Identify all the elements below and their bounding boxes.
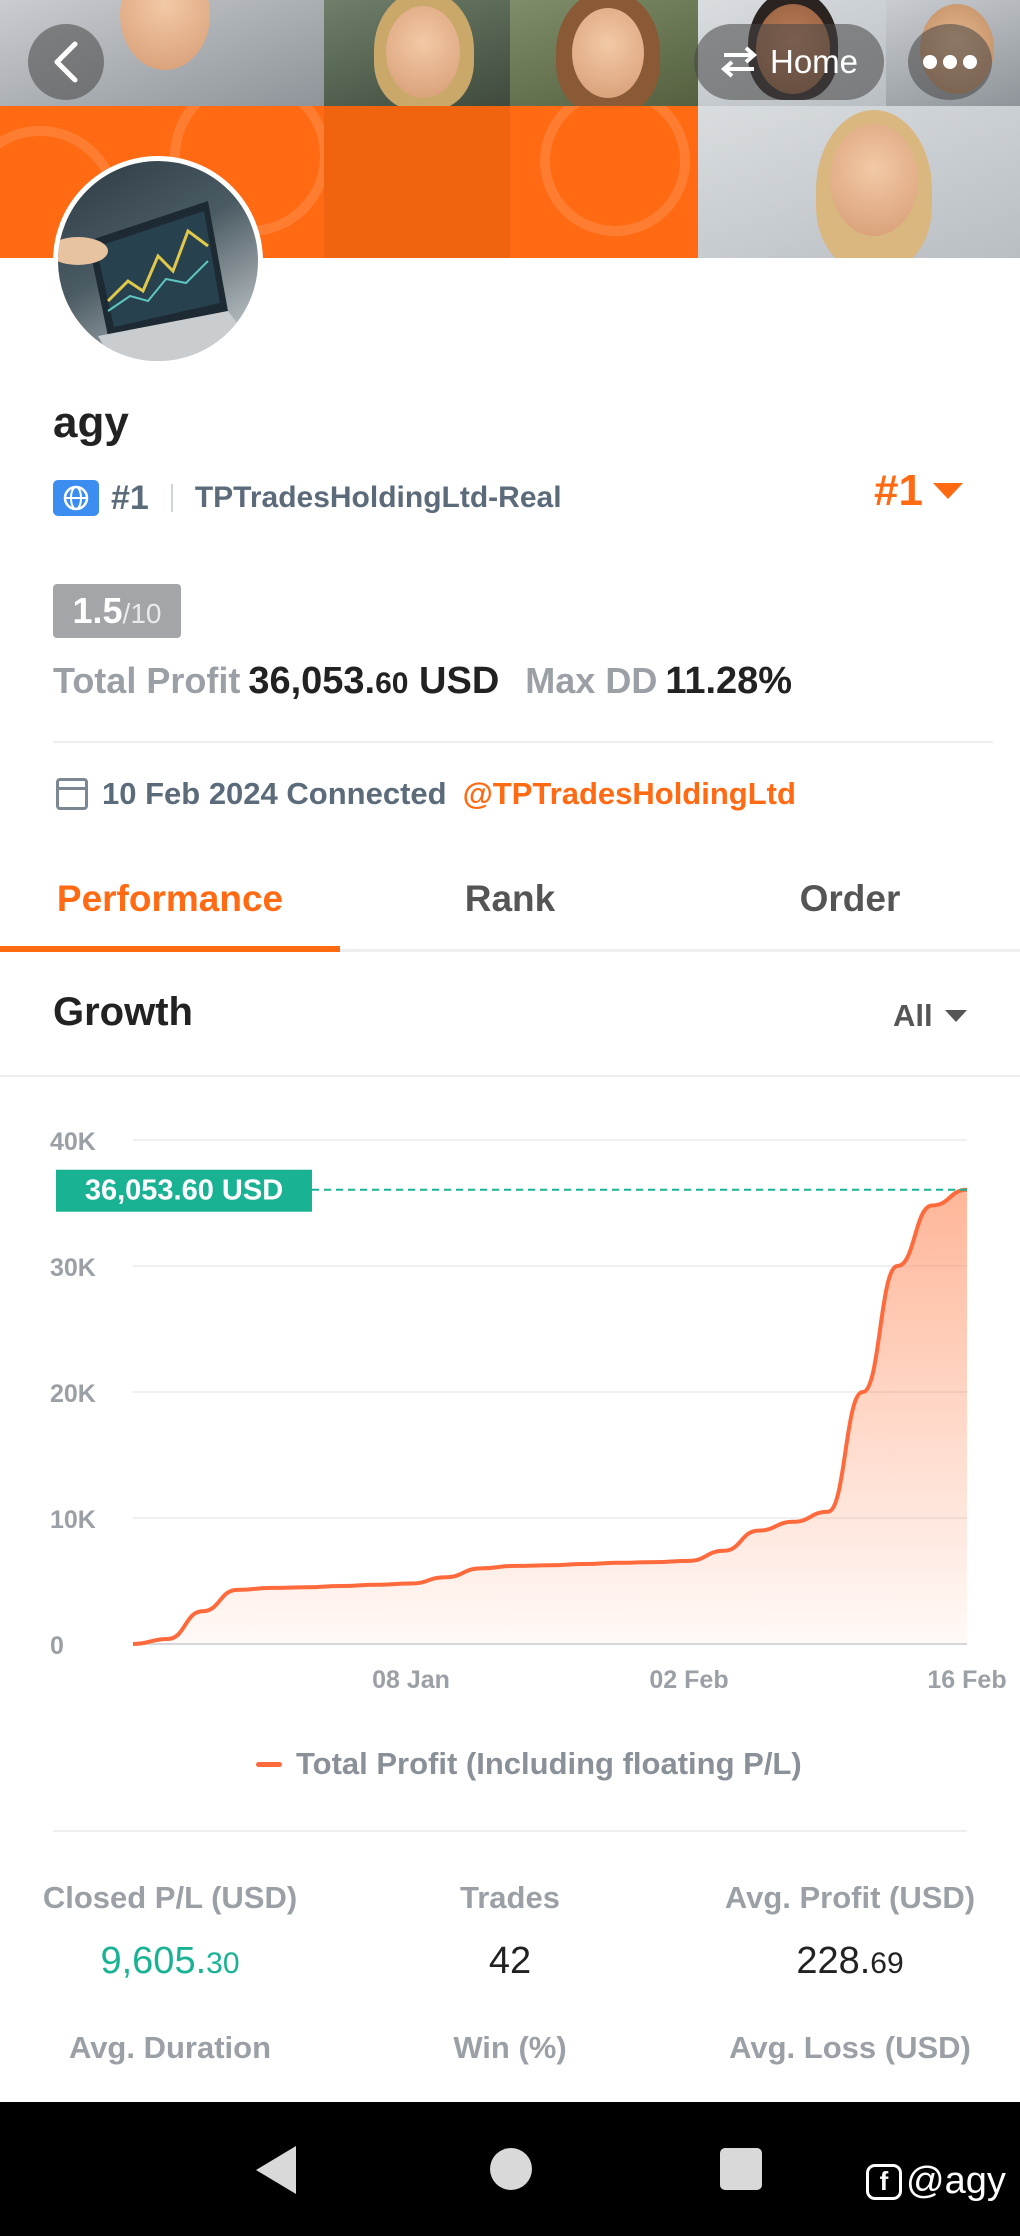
metric-avg-duration: Avg. Duration [0,2030,340,2066]
triangle-down-icon [932,483,963,499]
rank-row: #1 TPTradesHoldingLtd-Real [53,476,562,520]
swap-arrows-icon [720,46,758,78]
chart-x-tick-label: 02 Feb [649,1666,728,1694]
divider [53,741,993,743]
tab-bar: Performance Rank Order [0,852,1020,952]
total-profit-label: Total Profit [53,660,241,701]
nav-back-icon[interactable] [256,2146,296,2194]
chart-series-line [132,1187,968,1646]
more-dots-icon [923,55,977,69]
chart-y-tick-label: 20K [50,1380,96,1408]
banner-photo-tile [698,106,1020,258]
more-options-button[interactable] [908,24,992,100]
chart-legend: Total Profit (Including floating P/L) [256,1746,802,1782]
tab-rank[interactable]: Rank [464,878,556,919]
social-logo-icon: f [866,2163,902,2200]
growth-chart: 40K 30K 20K 10K 0 08 Jan 02 Feb 16 Feb 36,053.60… [50,1128,1007,1694]
profit-stats-row: Total Profit 36,053.60 USD Max DD 11.28% [53,660,792,703]
back-button[interactable] [28,24,104,100]
metric-closed-pl: Closed P/L (USD) 9,605.30 [0,1880,340,1983]
banner-photo-tile [510,0,698,106]
chart-current-value-label: 36,053.60 USD [85,1175,283,1207]
global-rank: #1 [111,478,149,517]
chart-y-tick-label: 10K [50,1506,96,1534]
chart-y-tick-label: 40K [50,1128,96,1156]
profile-banner: Home [0,0,1020,258]
watermark-handle: @agy [906,2160,1006,2202]
avatar[interactable] [53,156,263,366]
max-dd-label: Max DD [525,660,658,701]
metric-label: Closed P/L (USD) [42,1880,298,1915]
chart-area-fill [133,1189,967,1644]
rank-dropdown-label: #1 [874,466,923,515]
total-profit-value: 36,053.60 USD [248,660,500,702]
metric-avg-loss: Avg. Loss (USD) [680,2030,1020,2066]
range-select[interactable]: All [893,998,967,1034]
chart-current-value-badge [56,1169,312,1212]
metric-value: 42 [488,1940,532,1982]
calendar-icon [56,778,88,810]
tab-order[interactable]: Order [799,878,901,919]
legend-label: Total Profit (Including floating P/L) [296,1746,802,1781]
banner-photo-tile [324,0,510,106]
chart-y-tick-label: 30K [50,1254,96,1282]
metric-win-rate: Win (%) [340,2030,680,2066]
banner-orange-tile [510,106,698,258]
broker-handle-link[interactable]: @TPTradesHoldingLtd [462,776,796,811]
chart-x-tick-label: 08 Jan [372,1666,450,1694]
nav-recents-icon[interactable] [720,2148,762,2190]
divider [53,1830,967,1832]
metric-avg-profit: Avg. Profit (USD) 228.69 [680,1880,1020,1983]
triangle-down-icon [944,1010,967,1022]
server-name: TPTradesHoldingLtd-Real [194,481,562,514]
nav-home-icon[interactable] [490,2148,532,2190]
banner-orange-tile [324,106,510,258]
home-button[interactable]: Home [694,24,884,100]
tab-performance[interactable]: Performance [0,852,340,952]
divider [170,484,173,512]
rank-dropdown[interactable]: #1 [874,466,963,516]
metric-value: 9,605.30 [100,1940,240,1982]
home-button-label: Home [769,43,859,80]
score-value: 1.5 [72,590,123,631]
metric-label: Win (%) [453,2030,567,2065]
metric-label: Avg. Duration [68,2030,272,2065]
growth-title: Growth [53,990,193,1034]
avatar-laptop-chart-image [58,201,258,361]
divider [0,1075,1020,1077]
connected-date: 10 Feb 2024 Connected [102,776,447,811]
globe-icon [53,480,99,516]
metric-label: Avg. Loss (USD) [729,2030,971,2065]
score-denominator: /10 [122,598,162,629]
connected-row: 10 Feb 2024 Connected @TPTradesHoldingLt… [56,776,796,812]
max-dd-value: 11.28% [665,660,793,702]
chevron-left-icon [54,41,78,83]
system-nav-bar: f @agy [0,2102,1020,2236]
metric-value: 228.69 [796,1940,904,1982]
watermark: f @agy [866,2160,1006,2203]
legend-swatch [256,1761,282,1767]
metric-label: Trades [460,1880,560,1915]
score-badge: 1.5 /10 [53,584,181,638]
metric-label: Avg. Profit (USD) [724,1880,976,1915]
chart-x-tick-label: 16 Feb [927,1666,1006,1694]
username: agy [53,398,129,447]
metric-trades: Trades 42 [340,1880,680,1983]
range-select-value: All [893,998,933,1033]
chart-y-tick-label: 0 [50,1632,64,1660]
